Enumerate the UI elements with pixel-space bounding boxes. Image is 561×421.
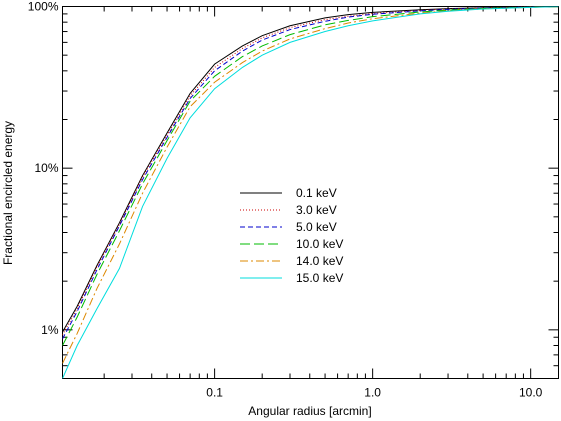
- series-line-15-0-kev: [62, 6, 559, 379]
- legend-label: 3.0 keV: [296, 203, 337, 217]
- legend-label: 15.0 keV: [296, 271, 343, 285]
- legend-label: 10.0 keV: [296, 237, 343, 251]
- legend-label: 5.0 keV: [296, 220, 337, 234]
- series-line-10-0-kev: [62, 6, 559, 346]
- y-tick-label: 100%: [28, 0, 59, 14]
- axis-tick-labels: 0.1 1.0 10.0 1% 10% 100%: [28, 0, 543, 400]
- x-tick-label: 1.0: [364, 386, 381, 400]
- series-line-5-0-kev: [62, 6, 559, 340]
- x-axis-label: Angular radius [arcmin]: [248, 404, 371, 418]
- plot-frame: [62, 6, 559, 379]
- y-axis-label: Fractional encircled energy: [1, 121, 15, 265]
- axis-ticks: [62, 6, 559, 379]
- legend-label: 0.1 keV: [296, 186, 337, 200]
- y-tick-label: 10%: [34, 161, 58, 175]
- legend: 0.1 keV 3.0 keV 5.0 keV 10.0 keV 14.0 keV 15.…: [240, 186, 343, 285]
- series-line-14-0-kev: [62, 6, 559, 364]
- x-tick-label: 10.0: [519, 386, 543, 400]
- y-tick-label: 1%: [41, 323, 59, 337]
- series-line-0-1-kev: [62, 6, 559, 333]
- legend-label: 14.0 keV: [296, 254, 343, 268]
- x-tick-label: 0.1: [206, 386, 223, 400]
- series-lines: [62, 6, 559, 379]
